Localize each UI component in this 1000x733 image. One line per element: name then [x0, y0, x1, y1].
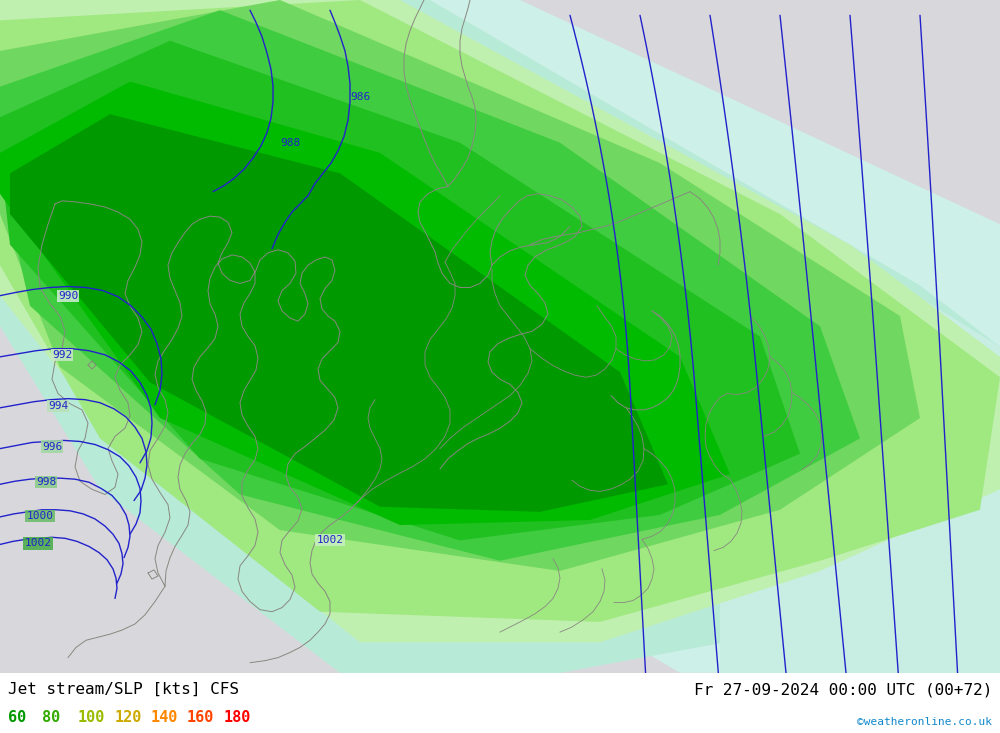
Text: 986: 986: [350, 92, 370, 102]
Polygon shape: [0, 81, 730, 525]
Polygon shape: [0, 0, 920, 571]
Text: 60: 60: [8, 710, 26, 726]
Text: 1000: 1000: [26, 511, 54, 521]
Polygon shape: [0, 0, 1000, 622]
Text: 1002: 1002: [24, 539, 52, 548]
Polygon shape: [0, 0, 1000, 673]
Text: ©weatheronline.co.uk: ©weatheronline.co.uk: [857, 717, 992, 727]
Text: 100: 100: [78, 710, 105, 726]
Text: 120: 120: [115, 710, 142, 726]
Text: 990: 990: [58, 291, 78, 301]
Text: 180: 180: [224, 710, 251, 726]
Polygon shape: [0, 0, 1000, 642]
Polygon shape: [0, 10, 860, 561]
Text: 996: 996: [42, 441, 62, 452]
Text: 994: 994: [48, 401, 68, 410]
Polygon shape: [10, 114, 668, 512]
Text: 80: 80: [42, 710, 60, 726]
Polygon shape: [650, 285, 1000, 673]
Polygon shape: [0, 41, 800, 540]
Text: 988: 988: [280, 138, 300, 148]
Polygon shape: [0, 0, 1000, 673]
Text: 160: 160: [187, 710, 214, 726]
Text: 998: 998: [36, 477, 56, 487]
Text: 992: 992: [52, 350, 72, 360]
Text: 140: 140: [151, 710, 178, 726]
Text: Fr 27-09-2024 00:00 UTC (00+72): Fr 27-09-2024 00:00 UTC (00+72): [694, 682, 992, 697]
Text: Jet stream/SLP [kts] CFS: Jet stream/SLP [kts] CFS: [8, 682, 239, 697]
Text: 1002: 1002: [316, 535, 344, 545]
